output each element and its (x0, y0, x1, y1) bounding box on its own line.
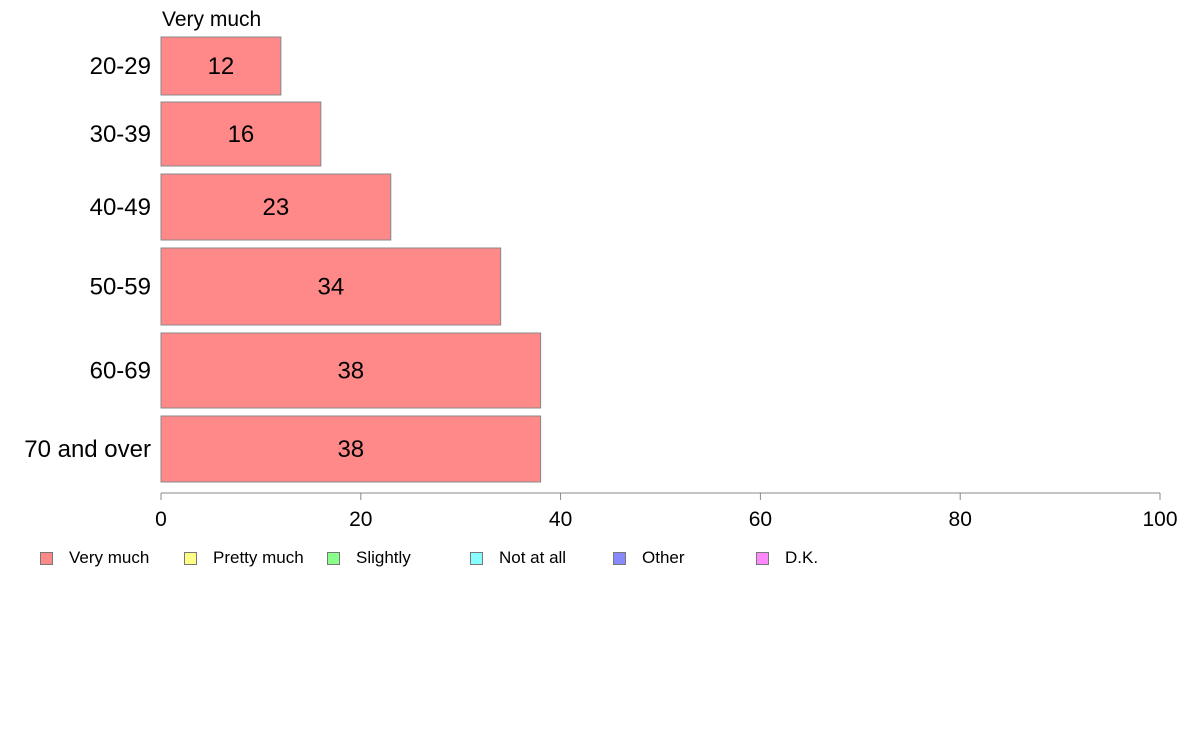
bar-value-label: 23 (263, 194, 290, 221)
chart-title: Very much (162, 8, 261, 31)
legend-swatch (613, 551, 626, 565)
bar-30-39 (160, 101, 322, 167)
legend-item: D.K. (756, 546, 818, 570)
category-labels: 20-29 30-39 40-49 50-59 60-69 70 and over (24, 53, 151, 463)
legend-label: Very much (69, 548, 150, 567)
x-tick-label: 0 (155, 508, 167, 531)
bar-value-label: 34 (317, 274, 344, 301)
x-axis: 0 20 40 60 80 100 (155, 492, 1178, 531)
legend-swatch (40, 551, 53, 565)
category-label: 30-39 (90, 121, 151, 148)
bar-20-29 (160, 36, 282, 96)
x-tick-label: 100 (1142, 508, 1177, 531)
bar-40-49 (160, 173, 392, 241)
x-tick-label: 40 (549, 508, 572, 531)
x-tick-label: 80 (949, 508, 972, 531)
category-label: 60-69 (90, 358, 151, 385)
legend-item: Pretty much (184, 546, 304, 570)
legend-item: Other (613, 546, 685, 570)
legend-label: Slightly (356, 548, 411, 567)
legend-label: Other (642, 548, 685, 567)
bar-value-label: 12 (208, 53, 235, 80)
legend-label: D.K. (785, 548, 819, 567)
category-label: 20-29 (90, 53, 151, 80)
category-label: 50-59 (90, 274, 151, 301)
legend-swatch (756, 551, 769, 565)
bar-value-label: 38 (337, 358, 364, 385)
legend-swatch (327, 551, 340, 565)
legend-label: Pretty much (213, 548, 304, 567)
bar-60-69 (160, 332, 542, 409)
bar-50-59 (160, 247, 502, 326)
legend-swatch (470, 551, 483, 565)
x-tick-label: 60 (749, 508, 772, 531)
bar-value-label: 16 (228, 121, 255, 148)
legend-item: Slightly (327, 546, 411, 570)
legend-item: Not at all (470, 546, 566, 570)
bar-70-and-over (160, 415, 542, 483)
legend: Very much Pretty much Slightly Not at all Ot… (0, 546, 1188, 570)
x-tick-label: 20 (349, 508, 372, 531)
bars: 12 16 23 34 38 38 (160, 36, 542, 483)
category-label: 40-49 (90, 194, 151, 221)
legend-label: Not at all (499, 548, 567, 567)
category-label: 70 and over (24, 436, 151, 463)
legend-item: Very much (40, 546, 149, 570)
legend-swatch (184, 551, 197, 565)
bar-value-label: 38 (337, 436, 364, 463)
